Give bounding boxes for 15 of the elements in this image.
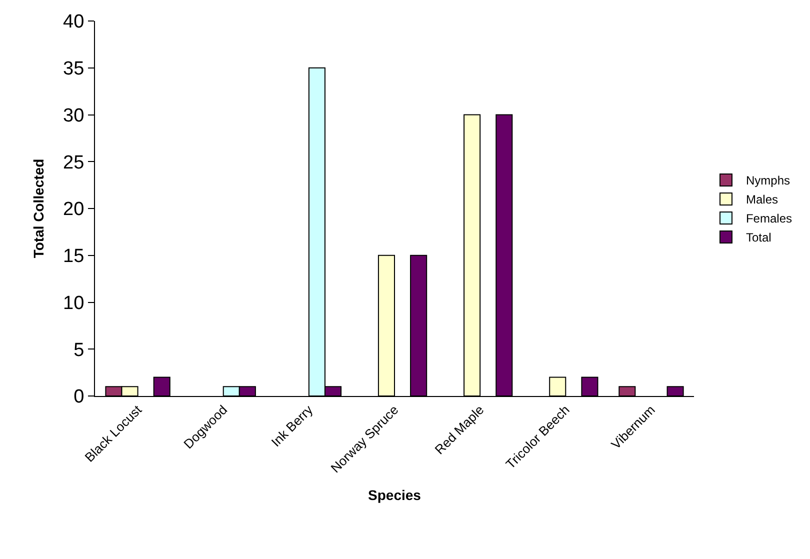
y-tick-label: 0 [74, 386, 84, 408]
y-tick-label: 35 [63, 58, 84, 80]
legend-label: Total [746, 230, 772, 245]
y-axis-title: Total Collected [30, 158, 47, 258]
y-tick-label: 15 [63, 246, 84, 268]
legend-label: Females [746, 212, 792, 226]
y-tick-label: 30 [63, 105, 84, 126]
legend-label: Males [746, 192, 778, 207]
y-tick-label: 40 [63, 12, 84, 33]
y-tick-label: 25 [63, 152, 84, 174]
x-axis-title: Species [368, 486, 422, 503]
legend-label: Nymphs [746, 174, 790, 188]
y-tick-label: 20 [63, 199, 84, 220]
y-tick-label: 5 [74, 340, 84, 361]
y-tick-label: 10 [63, 292, 84, 314]
